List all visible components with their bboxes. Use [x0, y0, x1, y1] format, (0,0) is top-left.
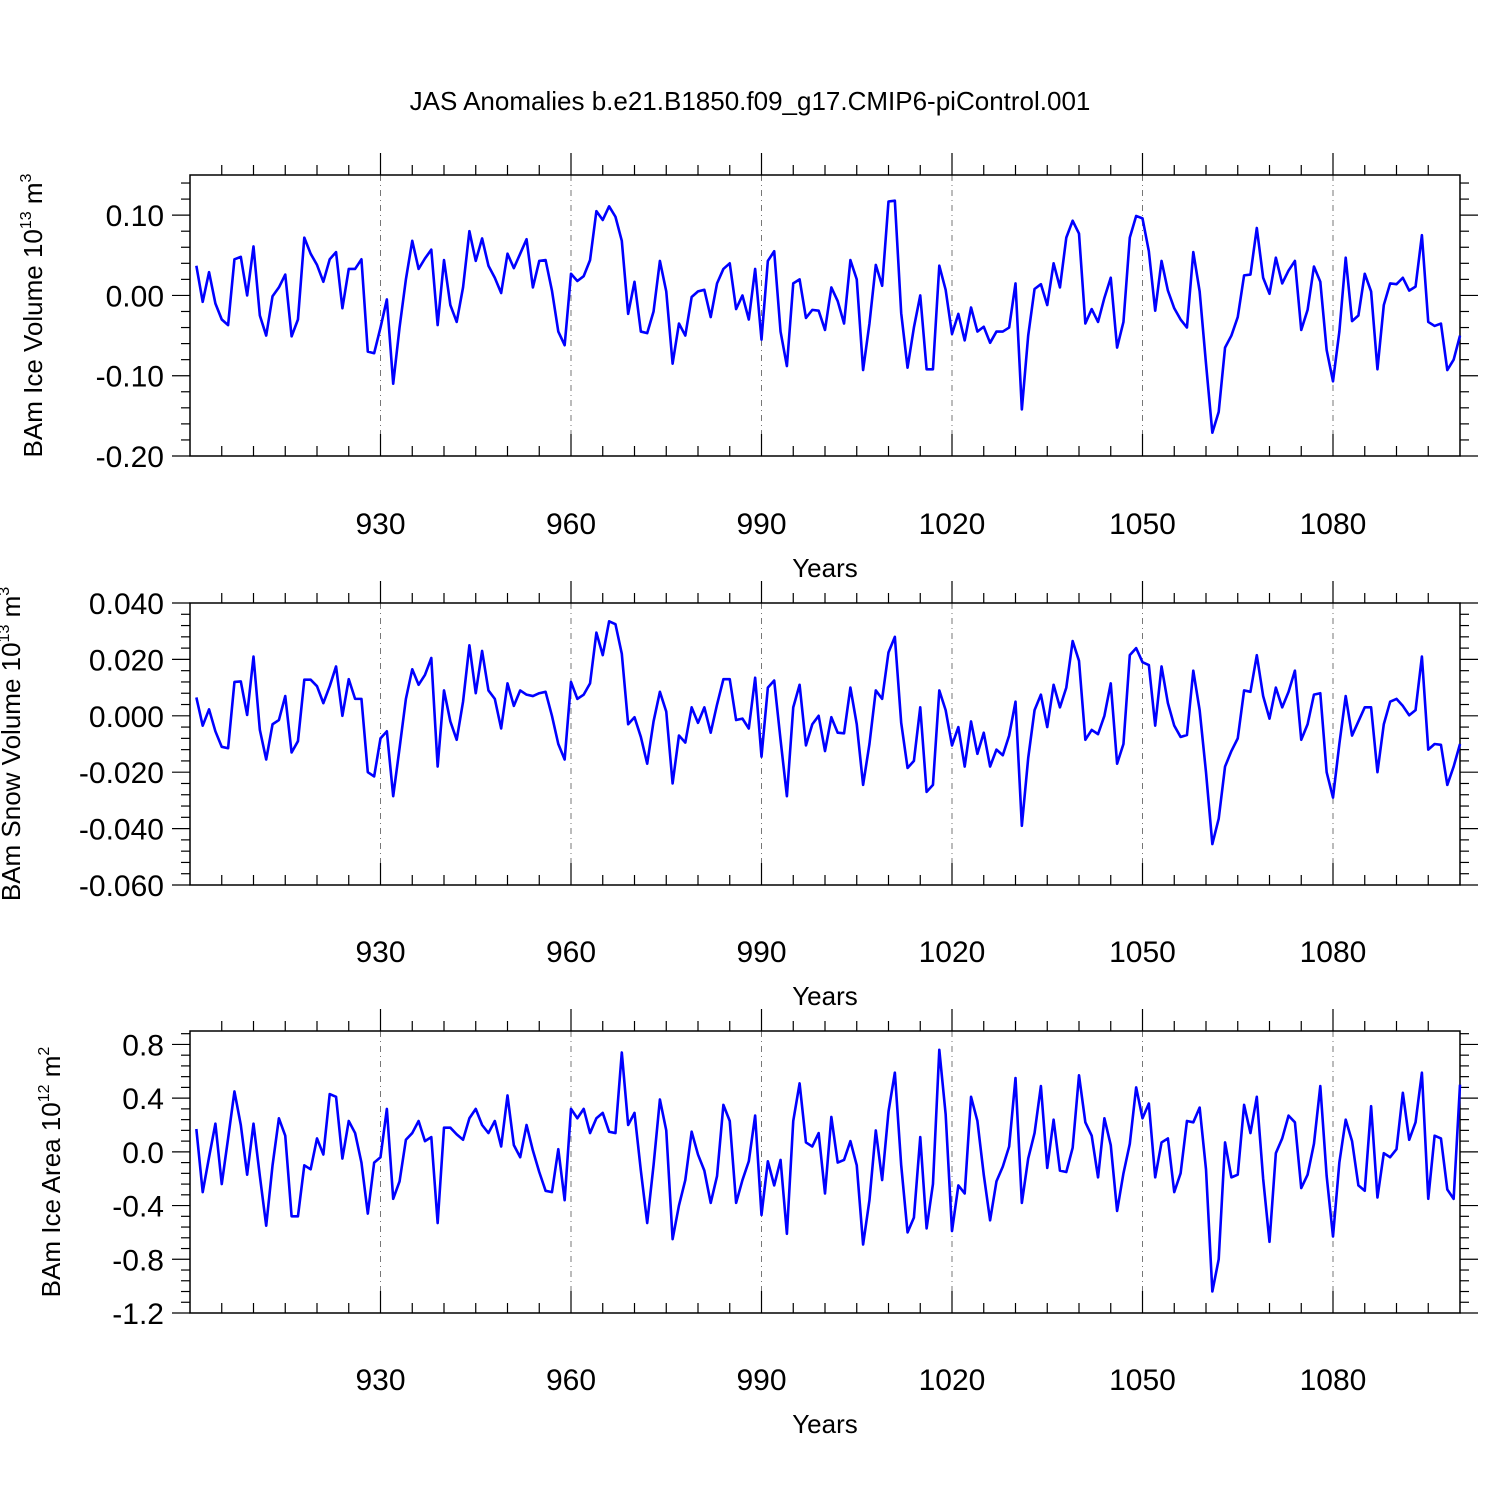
y-axis-label-unit: m	[36, 1056, 66, 1085]
x-tick-label: 1080	[1300, 936, 1367, 969]
x-axis-label: Years	[792, 981, 858, 1011]
series-line-ice-area	[195, 1048, 1462, 1293]
y-axis-label-exponent: 13	[18, 211, 35, 229]
x-tick-label: 1050	[1109, 1364, 1176, 1397]
x-tick-label: 990	[736, 508, 786, 541]
y-tick-label: -0.10	[96, 361, 164, 394]
y-tick-label: 0.8	[122, 1029, 164, 1062]
y-axis-label-exponent: 12	[36, 1084, 53, 1102]
y-tick-label: -0.4	[112, 1191, 164, 1224]
y-tick-label: -0.8	[112, 1244, 164, 1277]
series-line-ice-volume	[195, 199, 1462, 435]
series-line-snow-volume	[195, 620, 1462, 846]
y-axis-label-exponent: 13	[0, 625, 13, 643]
x-tick-label: 1020	[919, 1364, 986, 1397]
x-tick-label: 1020	[919, 508, 986, 541]
x-tick-label: 930	[355, 508, 405, 541]
x-tick-label: 960	[546, 936, 596, 969]
x-tick-label: 1050	[1109, 508, 1176, 541]
y-axis-label-unit: m	[0, 596, 26, 625]
y-axis-label-power: 3	[18, 173, 35, 182]
y-tick-label: 0.040	[89, 588, 164, 621]
y-tick-label: 0.10	[106, 200, 164, 233]
snow-volume-panel: -0.060 -0.040 -0.020 0.000 0.020 0.040 930 960 9…	[0, 581, 1478, 1011]
x-tick-label: 1080	[1300, 1364, 1367, 1397]
y-tick-label: 0.020	[89, 644, 164, 677]
y-axis-label: BAm Ice Area 1012 m2	[36, 1047, 66, 1298]
x-tick-label: 930	[355, 1364, 405, 1397]
y-tick-label: -1.2	[112, 1298, 164, 1331]
x-tick-label: 930	[355, 936, 405, 969]
y-tick-label: 0.000	[89, 701, 164, 734]
y-axis-label-unit: m	[18, 182, 48, 211]
ice-volume-panel: -0.20 -0.10 0.00 0.10 930 960 990 1020 1050 1080 Y…	[18, 153, 1478, 583]
chart-title: JAS Anomalies b.e21.B1850.f09_g17.CMIP6-…	[410, 86, 1091, 116]
y-tick-label: -0.020	[79, 757, 164, 790]
y-tick-label: -0.060	[79, 870, 164, 903]
y-tick-label: 0.0	[122, 1137, 164, 1170]
y-axis-label: BAm Snow Volume 1013 m3	[0, 587, 26, 901]
y-axis-label-main: BAm Ice Volume 10	[18, 229, 48, 457]
x-tick-label: 960	[546, 508, 596, 541]
y-axis-label-main: BAm Snow Volume 10	[0, 642, 26, 901]
y-tick-label: -0.040	[79, 814, 164, 847]
y-axis-label-power: 3	[0, 587, 13, 596]
y-tick-label: 0.4	[122, 1083, 164, 1116]
y-axis-label: BAm Ice Volume 1013 m3	[18, 173, 48, 457]
x-axis-label: Years	[792, 1409, 858, 1439]
x-tick-label: 1020	[919, 936, 986, 969]
x-tick-label: 960	[546, 1364, 596, 1397]
x-axis-label: Years	[792, 553, 858, 583]
y-axis-label-main: BAm Ice Area 10	[36, 1102, 66, 1297]
x-tick-label: 990	[736, 936, 786, 969]
y-tick-label: -0.20	[96, 441, 164, 474]
x-tick-label: 990	[736, 1364, 786, 1397]
x-tick-label: 1050	[1109, 936, 1176, 969]
y-tick-label: 0.00	[106, 280, 164, 313]
y-axis-label-power: 2	[36, 1047, 53, 1056]
panels: -0.20 -0.10 0.00 0.10 930 960 990 1020 1050 1080 Y…	[0, 153, 1478, 1439]
ice-area-panel: -1.2 -0.8 -0.4 0.0 0.4 0.8 930 960 990 1020 1050 10…	[36, 1009, 1478, 1439]
x-tick-label: 1080	[1300, 508, 1367, 541]
